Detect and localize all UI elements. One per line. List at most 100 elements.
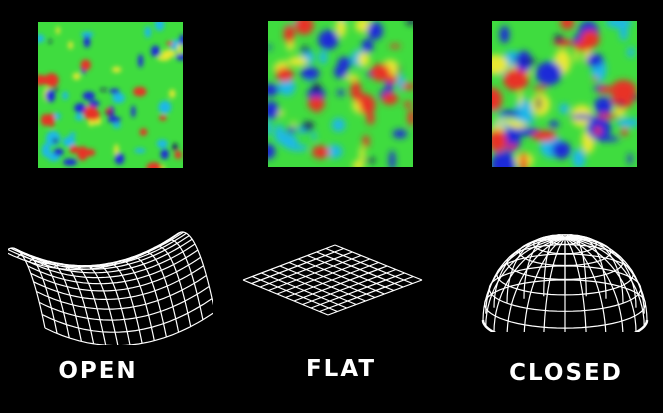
temperature-blob	[286, 127, 296, 134]
grid-line	[138, 251, 180, 333]
temperature-blob	[134, 148, 146, 154]
temperature-blob	[403, 101, 413, 108]
temperature-blob	[574, 48, 579, 63]
grid-line	[293, 265, 388, 302]
temperature-blob	[492, 87, 503, 112]
temperature-blob	[291, 120, 296, 128]
temperature-blob	[174, 150, 182, 159]
temperature-blob	[137, 54, 144, 68]
temperature-blob	[520, 152, 528, 167]
temperature-blob	[594, 96, 613, 116]
temperature-blob	[139, 128, 148, 136]
temperature-blob	[88, 100, 100, 107]
temperature-blob	[514, 56, 518, 64]
temperature-blob	[518, 89, 523, 107]
temperature-blob	[154, 22, 165, 32]
saddle-wireframe	[8, 231, 213, 345]
grid-line	[493, 237, 566, 332]
temperature-blob	[105, 111, 114, 116]
grid-line	[325, 247, 413, 285]
grid-line	[310, 272, 405, 309]
temperature-blob	[333, 65, 348, 79]
temperature-blob	[359, 145, 365, 164]
grid-line	[41, 298, 213, 333]
temperature-blob	[521, 100, 533, 125]
temperature-blob	[580, 30, 600, 48]
temperature-blob	[159, 115, 167, 121]
temperature-blob	[306, 88, 326, 100]
temperature-blob	[62, 136, 76, 147]
temperature-blob	[268, 44, 272, 51]
temperature-blob	[99, 88, 108, 92]
temperature-blob	[337, 56, 352, 69]
temperature-blob	[594, 136, 620, 142]
grid-line	[24, 243, 196, 279]
temperature-blob	[45, 130, 61, 147]
temperature-blob	[536, 96, 541, 111]
temperature-blob	[77, 146, 89, 161]
grid-line	[543, 237, 566, 332]
temperature-blob	[69, 132, 76, 138]
temperature-blob	[357, 52, 370, 67]
grid-line	[523, 237, 566, 332]
grid-line	[285, 261, 379, 299]
temperature-blob	[549, 120, 559, 128]
temperature-blob	[161, 49, 176, 58]
temperature-blob	[49, 118, 55, 128]
grid-line	[36, 275, 207, 310]
grid-line	[564, 237, 607, 332]
temperature-blob	[616, 118, 637, 128]
temperature-blob	[385, 74, 398, 84]
temperature-blob	[72, 72, 81, 80]
temperature-blob	[268, 101, 279, 120]
grid-line	[485, 237, 566, 327]
grid-line	[564, 237, 645, 327]
temperature-blob	[268, 119, 272, 137]
grid-line	[302, 268, 397, 306]
temperature-blob	[560, 21, 575, 30]
temperature-blob	[397, 64, 401, 75]
temperature-blob	[55, 26, 60, 35]
temperature-blob	[111, 66, 122, 73]
temperature-blob	[554, 34, 564, 43]
grid-line	[564, 237, 645, 314]
grid-line	[564, 237, 637, 332]
grid-line	[327, 279, 423, 316]
temperature-blob	[407, 109, 413, 126]
temperature-blob	[627, 153, 633, 165]
temperature-blob	[301, 121, 314, 131]
grid-line	[319, 275, 414, 313]
grid-line	[33, 265, 204, 301]
temperature-blob	[499, 110, 521, 117]
temperature-blob	[392, 129, 408, 139]
temperature-blob	[166, 41, 173, 46]
temperature-blob	[632, 95, 637, 100]
temperature-blob	[362, 135, 370, 148]
temperature-blob	[62, 91, 69, 100]
temperature-blob	[276, 60, 289, 68]
temperature-blob	[326, 144, 343, 159]
grid-line	[523, 234, 566, 299]
temperature-blob	[83, 35, 91, 48]
temperature-blob	[311, 83, 322, 93]
temperature-blob	[53, 148, 64, 156]
temperature-blob	[597, 113, 619, 119]
temperature-blob	[521, 59, 537, 63]
grid-line	[334, 244, 423, 281]
label-closed: CLOSED	[509, 360, 623, 386]
temperature-blob	[598, 85, 613, 94]
flat-grid-wireframe	[242, 244, 423, 316]
temperature-blob	[492, 54, 509, 75]
temperature-blob	[133, 86, 147, 97]
grid-line	[113, 259, 155, 341]
temperature-blob	[619, 24, 628, 41]
temperature-blob	[179, 34, 183, 46]
temperature-blob	[40, 113, 51, 127]
cmb-map-flat	[268, 21, 413, 167]
temperature-blob	[63, 158, 78, 166]
temperature-blob	[268, 83, 279, 97]
grid-line	[564, 234, 607, 299]
temperature-blob	[268, 143, 276, 160]
grid-line	[297, 258, 385, 295]
